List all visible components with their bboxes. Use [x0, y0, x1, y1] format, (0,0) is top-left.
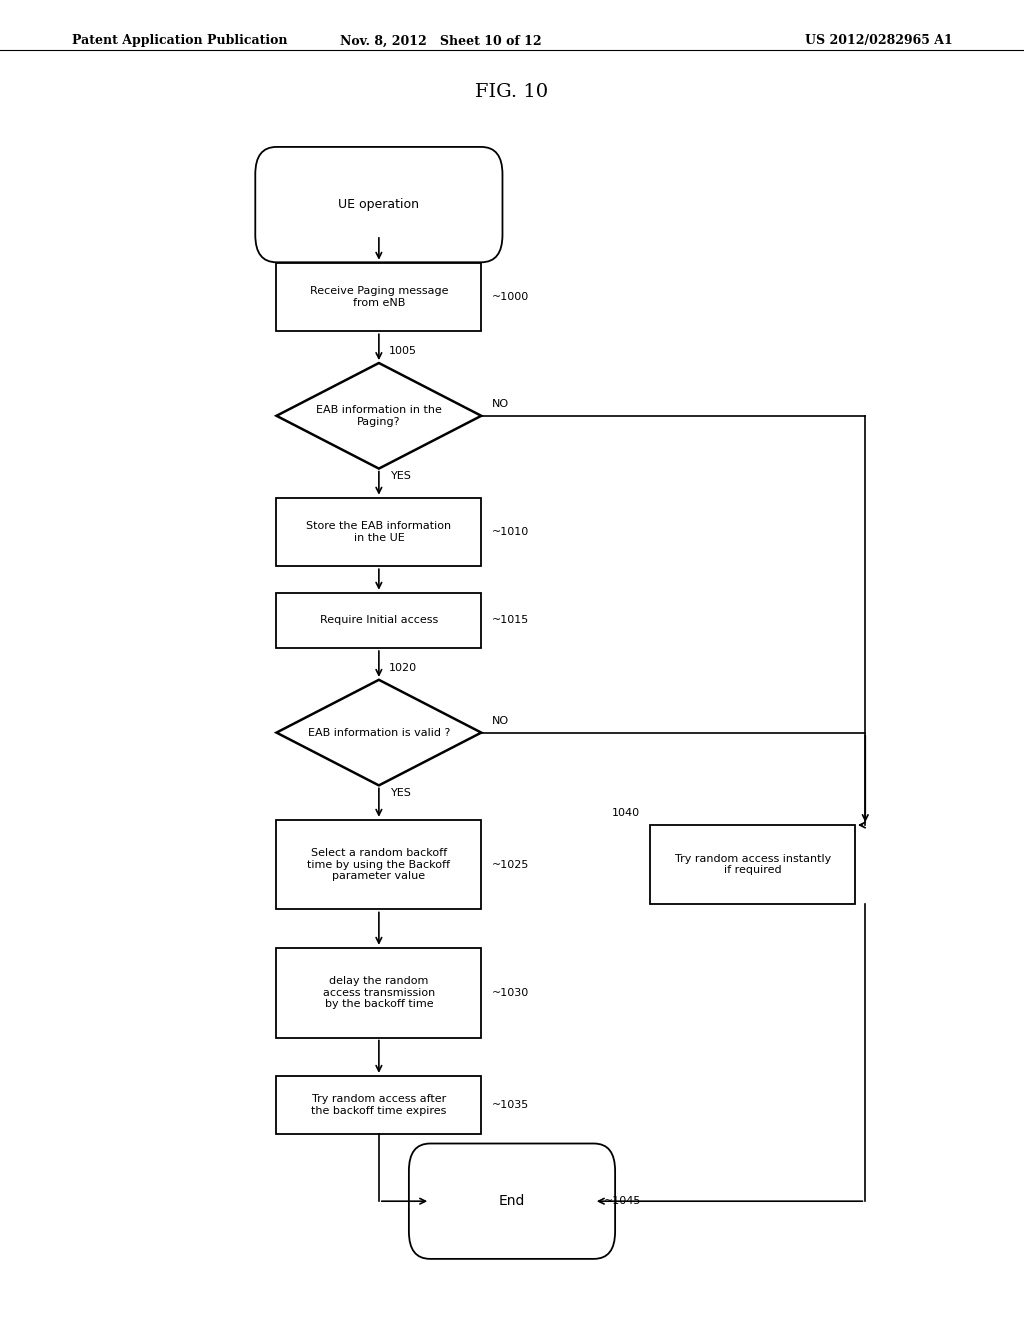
Text: Select a random backoff
time by using the Backoff
parameter value: Select a random backoff time by using th…	[307, 847, 451, 882]
Text: ~1025: ~1025	[492, 859, 528, 870]
Text: ~1030: ~1030	[492, 987, 528, 998]
Text: UE operation: UE operation	[338, 198, 420, 211]
Text: YES: YES	[391, 471, 412, 482]
Bar	[276, 498, 481, 566]
Text: ~1000: ~1000	[492, 292, 528, 302]
Text: Try random access instantly
if required: Try random access instantly if required	[675, 854, 830, 875]
FancyBboxPatch shape	[409, 1143, 615, 1259]
Text: 1040: 1040	[612, 808, 640, 818]
Text: YES: YES	[391, 788, 412, 799]
Text: End: End	[499, 1195, 525, 1208]
Text: ~1045: ~1045	[604, 1196, 641, 1206]
Text: EAB information in the
Paging?: EAB information in the Paging?	[316, 405, 441, 426]
Polygon shape	[276, 680, 481, 785]
Bar	[276, 263, 481, 331]
Text: Patent Application Publication: Patent Application Publication	[72, 34, 287, 48]
Text: 1020: 1020	[389, 663, 417, 673]
Bar	[276, 1076, 481, 1134]
Bar	[276, 820, 481, 909]
Text: ~1015: ~1015	[492, 615, 528, 626]
Bar	[276, 948, 481, 1038]
Polygon shape	[276, 363, 481, 469]
Text: Receive Paging message
from eNB: Receive Paging message from eNB	[309, 286, 449, 308]
Text: 1005: 1005	[389, 346, 417, 356]
Text: EAB information is valid ?: EAB information is valid ?	[307, 727, 451, 738]
Text: delay the random
access transmission
by the backoff time: delay the random access transmission by …	[323, 975, 435, 1010]
Text: Try random access after
the backoff time expires: Try random access after the backoff time…	[311, 1094, 446, 1115]
Text: Store the EAB information
in the UE: Store the EAB information in the UE	[306, 521, 452, 543]
Text: US 2012/0282965 A1: US 2012/0282965 A1	[805, 34, 952, 48]
Text: Nov. 8, 2012   Sheet 10 of 12: Nov. 8, 2012 Sheet 10 of 12	[340, 34, 541, 48]
Bar	[650, 825, 855, 904]
Bar	[276, 593, 481, 648]
FancyBboxPatch shape	[255, 147, 503, 263]
Text: ~1010: ~1010	[492, 527, 528, 537]
Text: NO: NO	[492, 715, 509, 726]
Text: NO: NO	[492, 399, 509, 409]
Text: FIG. 10: FIG. 10	[475, 83, 549, 102]
Text: Require Initial access: Require Initial access	[319, 615, 438, 626]
Text: ~1035: ~1035	[492, 1100, 528, 1110]
